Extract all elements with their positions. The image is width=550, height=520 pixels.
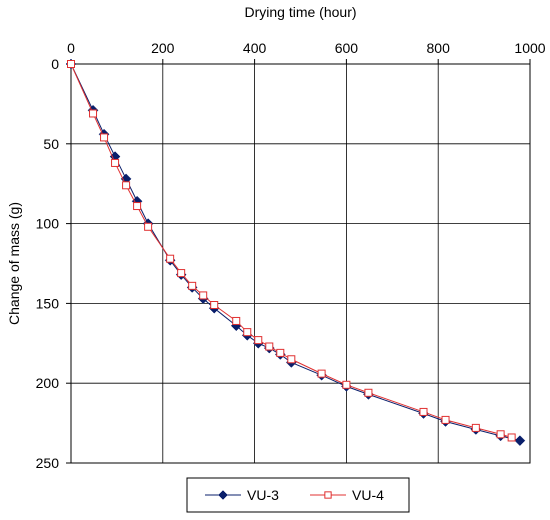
x-tick-label: 600 [335, 40, 359, 56]
data-point [167, 255, 174, 262]
data-point [211, 301, 218, 308]
data-point [288, 356, 295, 363]
data-point [318, 370, 325, 377]
data-point [266, 343, 273, 350]
y-tick-label: 50 [43, 136, 59, 152]
data-point [343, 381, 350, 388]
y-tick-label: 200 [36, 375, 60, 391]
y-axis-title: Change of mass (g) [6, 202, 22, 325]
x-axis-title: Drying time (hour) [244, 4, 356, 20]
data-point [145, 223, 152, 230]
y-tick-label: 0 [51, 56, 59, 72]
data-point [365, 389, 372, 396]
data-point [244, 329, 251, 336]
data-point [90, 110, 97, 117]
x-tick-label: 200 [151, 40, 175, 56]
data-point [515, 436, 525, 446]
x-axis: 0 200 400 600 800 1000 [67, 40, 546, 64]
data-point [420, 408, 427, 415]
y-tick-label: 150 [36, 295, 60, 311]
x-tick-label: 1000 [514, 40, 545, 56]
data-point [189, 282, 196, 289]
series-vu-3 [66, 59, 525, 446]
data-point [325, 492, 331, 498]
grid [71, 64, 530, 463]
series-vu-4 [68, 61, 516, 441]
data-point [233, 317, 240, 324]
x-tick-label: 0 [67, 40, 75, 56]
series-line [71, 64, 512, 437]
data-point [255, 337, 262, 344]
series [66, 59, 525, 446]
data-point [101, 134, 108, 141]
data-point [68, 61, 75, 68]
y-axis: 0 50 100 150 200 250 [36, 56, 71, 471]
data-point [472, 424, 479, 431]
data-point [277, 349, 284, 356]
series-line [71, 64, 520, 441]
y-tick-label: 250 [36, 455, 60, 471]
data-point [134, 203, 141, 210]
legend: VU-3 VU-4 [187, 478, 409, 512]
x-tick-label: 400 [243, 40, 267, 56]
legend-label: VU-3 [247, 487, 279, 503]
y-tick-label: 100 [36, 216, 60, 232]
legend-label: VU-4 [352, 487, 384, 503]
data-point [200, 292, 207, 299]
data-point [497, 431, 504, 438]
data-point [112, 159, 119, 166]
data-point [178, 270, 185, 277]
plot-area [71, 64, 530, 463]
data-point [442, 416, 449, 423]
data-point [508, 434, 515, 441]
x-tick-label: 800 [427, 40, 451, 56]
data-point [123, 182, 130, 189]
